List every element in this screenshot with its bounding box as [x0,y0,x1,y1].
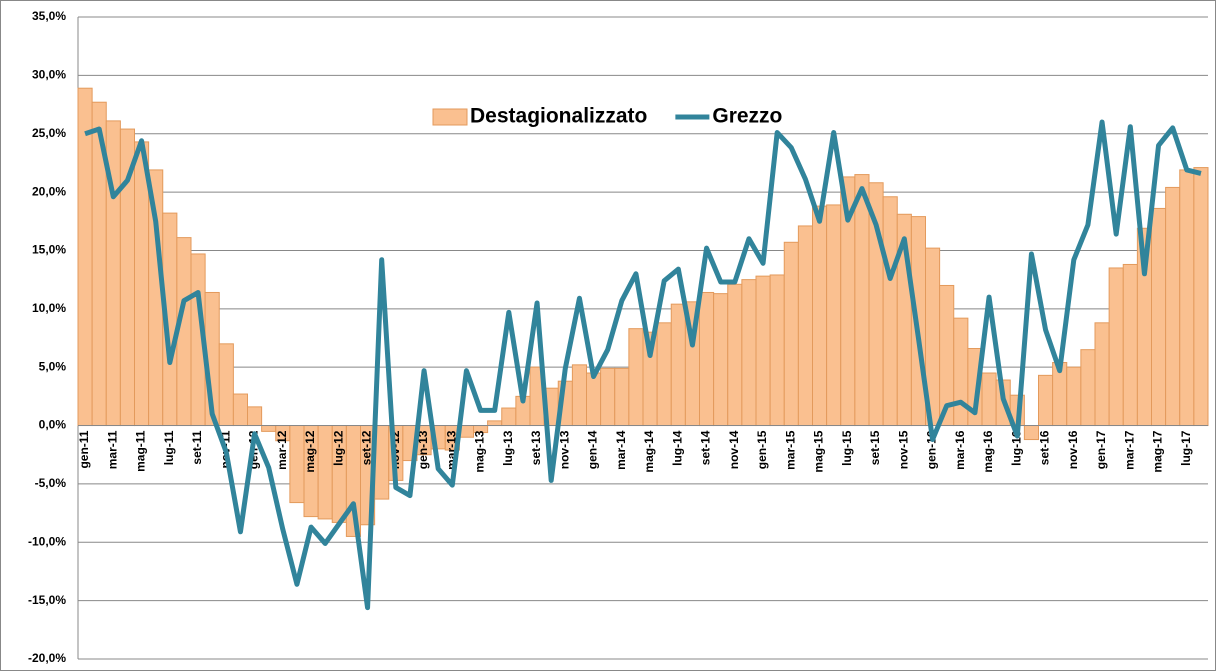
x-tick-label: mag-16 [981,430,995,472]
bar [826,204,842,427]
x-tick-label: mag-15 [812,430,826,472]
x-tick-label: nov-13 [557,430,571,469]
x-tick-label: set-11 [190,430,204,464]
bar [218,343,234,427]
x-tick-label: mar-11 [105,430,119,469]
bar [741,279,757,427]
bar [755,275,771,427]
x-tick-label: mag-17 [1151,430,1165,472]
bar [1038,374,1054,427]
x-tick-label: lug-14 [670,430,684,466]
bar [1108,267,1124,427]
bar [727,283,743,427]
bar [628,328,644,427]
x-tick-label: gen-17 [1094,430,1108,469]
legend-swatch [432,108,468,126]
y-tick-label: -5,0% [35,476,67,490]
legend-label: Grezzo [712,105,782,128]
x-tick-label: nov-15 [896,430,910,469]
bar [501,407,517,427]
y-tick-label: -10,0% [28,534,66,548]
x-tick-label: mag-14 [642,430,656,472]
x-tick-label: lug-13 [501,430,515,466]
y-tick-label: -20,0% [28,651,66,665]
x-tick-label: mar-17 [1122,430,1136,470]
x-tick-label: set-14 [699,430,713,465]
bar [1080,349,1096,427]
bar [614,367,630,427]
bar [1165,186,1181,427]
bar [232,393,248,427]
bar [656,322,672,427]
bar [713,293,729,427]
bar [797,225,813,427]
x-tick-label: mag-12 [303,430,317,472]
x-tick-label: mag-11 [134,430,148,472]
x-tick-label: gen-15 [755,430,769,469]
bar [586,372,602,427]
bar [1023,425,1039,441]
bar [699,291,715,427]
x-tick-label: mag-13 [473,430,487,472]
bar [571,364,587,427]
y-tick-label: 5,0% [39,359,67,373]
bar [783,241,799,427]
x-tick-label: lug-12 [331,430,345,466]
x-tick-label: lug-17 [1179,430,1193,466]
x-tick-label: mar-16 [953,430,967,470]
y-tick-label: 20,0% [32,184,66,198]
bar [487,420,503,427]
x-tick-label: nov-14 [727,430,741,469]
x-tick-label: gen-11 [77,430,91,468]
x-tick-label: mar-14 [614,430,628,470]
bar [1179,169,1195,427]
x-tick-label: lug-15 [840,430,854,466]
x-tick-label: gen-13 [416,430,430,469]
y-tick-label: 25,0% [32,126,66,140]
bar [77,87,93,427]
x-tick-label: lug-16 [1009,430,1023,466]
x-tick-label: nov-16 [1066,430,1080,469]
legend-label: Destagionalizzato [470,105,647,128]
bar [812,205,828,427]
bar [769,274,785,427]
bar [854,174,870,427]
bar [600,367,616,427]
bar [247,406,263,427]
x-tick-label: gen-16 [925,430,939,469]
bar [981,372,997,427]
bar [882,196,898,427]
line [84,119,1202,611]
y-tick-label: -15,0% [28,593,66,607]
x-tick-label: set-15 [868,430,882,465]
x-tick-label: gen-14 [586,430,600,469]
bar [953,317,969,427]
x-tick-label: mar-12 [275,430,289,470]
y-tick-label: 30,0% [32,68,66,82]
y-tick-label: 10,0% [32,301,66,315]
x-tick-label: lug-11 [162,430,176,465]
bar [289,425,305,504]
x-tick-label: set-13 [529,430,543,465]
y-tick-label: 35,0% [32,9,66,23]
bar [1193,167,1209,427]
bar [134,141,150,427]
bar [1066,366,1082,427]
bar [261,425,277,432]
bar [1122,263,1138,427]
bar [1094,322,1110,427]
bar [670,303,686,427]
y-tick-label: 15,0% [32,243,66,257]
y-tick-label: 0,0% [39,418,67,432]
x-tick-label: set-16 [1038,430,1052,465]
bar [1151,207,1167,427]
x-tick-label: set-12 [360,430,374,465]
bar [317,425,333,520]
x-tick-label: mar-15 [783,430,797,470]
